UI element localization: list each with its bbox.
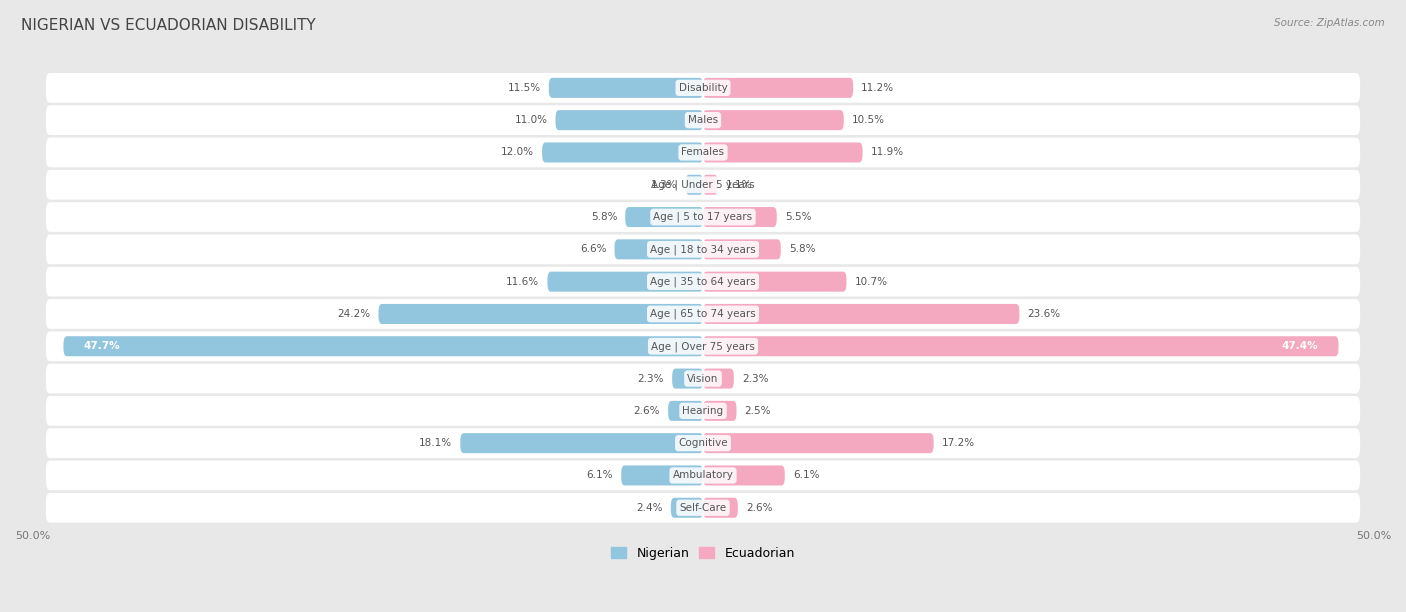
Text: 2.6%: 2.6% <box>747 503 772 513</box>
FancyBboxPatch shape <box>703 304 1019 324</box>
FancyBboxPatch shape <box>555 110 703 130</box>
FancyBboxPatch shape <box>672 368 703 389</box>
Text: 6.6%: 6.6% <box>579 244 606 255</box>
FancyBboxPatch shape <box>703 336 1339 356</box>
FancyBboxPatch shape <box>548 78 703 98</box>
Text: 6.1%: 6.1% <box>793 471 820 480</box>
FancyBboxPatch shape <box>46 234 1360 264</box>
Text: 2.3%: 2.3% <box>637 373 664 384</box>
Text: Age | 65 to 74 years: Age | 65 to 74 years <box>650 308 756 319</box>
Text: Age | 35 to 64 years: Age | 35 to 64 years <box>650 277 756 287</box>
FancyBboxPatch shape <box>686 175 703 195</box>
FancyBboxPatch shape <box>46 299 1360 329</box>
FancyBboxPatch shape <box>63 336 703 356</box>
FancyBboxPatch shape <box>46 396 1360 426</box>
Text: 11.6%: 11.6% <box>506 277 540 286</box>
FancyBboxPatch shape <box>703 110 844 130</box>
Text: Age | 18 to 34 years: Age | 18 to 34 years <box>650 244 756 255</box>
FancyBboxPatch shape <box>621 466 703 485</box>
Text: 11.9%: 11.9% <box>870 147 904 157</box>
FancyBboxPatch shape <box>703 143 862 162</box>
Text: 12.0%: 12.0% <box>501 147 534 157</box>
Text: 11.0%: 11.0% <box>515 115 547 125</box>
FancyBboxPatch shape <box>703 368 734 389</box>
Text: Vision: Vision <box>688 373 718 384</box>
Text: Disability: Disability <box>679 83 727 93</box>
FancyBboxPatch shape <box>378 304 703 324</box>
FancyBboxPatch shape <box>46 493 1360 523</box>
Text: Age | 5 to 17 years: Age | 5 to 17 years <box>654 212 752 222</box>
FancyBboxPatch shape <box>46 73 1360 103</box>
Legend: Nigerian, Ecuadorian: Nigerian, Ecuadorian <box>606 542 800 565</box>
FancyBboxPatch shape <box>703 207 776 227</box>
Text: 2.6%: 2.6% <box>634 406 659 416</box>
Text: 10.5%: 10.5% <box>852 115 884 125</box>
FancyBboxPatch shape <box>46 428 1360 458</box>
Text: 5.8%: 5.8% <box>789 244 815 255</box>
Text: Females: Females <box>682 147 724 157</box>
Text: 24.2%: 24.2% <box>337 309 371 319</box>
Text: Source: ZipAtlas.com: Source: ZipAtlas.com <box>1274 18 1385 28</box>
Text: 1.3%: 1.3% <box>651 180 678 190</box>
FancyBboxPatch shape <box>46 170 1360 200</box>
Text: Hearing: Hearing <box>682 406 724 416</box>
Text: 2.4%: 2.4% <box>637 503 662 513</box>
Text: 5.5%: 5.5% <box>785 212 811 222</box>
FancyBboxPatch shape <box>703 433 934 453</box>
FancyBboxPatch shape <box>703 466 785 485</box>
Text: 11.2%: 11.2% <box>862 83 894 93</box>
FancyBboxPatch shape <box>668 401 703 421</box>
FancyBboxPatch shape <box>46 105 1360 135</box>
FancyBboxPatch shape <box>46 202 1360 232</box>
FancyBboxPatch shape <box>46 461 1360 490</box>
FancyBboxPatch shape <box>703 401 737 421</box>
FancyBboxPatch shape <box>703 498 738 518</box>
Text: 47.7%: 47.7% <box>83 341 120 351</box>
Text: 11.5%: 11.5% <box>508 83 541 93</box>
Text: 17.2%: 17.2% <box>942 438 974 448</box>
FancyBboxPatch shape <box>46 364 1360 394</box>
Text: Self-Care: Self-Care <box>679 503 727 513</box>
Text: Ambulatory: Ambulatory <box>672 471 734 480</box>
FancyBboxPatch shape <box>671 498 703 518</box>
FancyBboxPatch shape <box>703 272 846 292</box>
Text: 47.4%: 47.4% <box>1282 341 1319 351</box>
Text: Cognitive: Cognitive <box>678 438 728 448</box>
FancyBboxPatch shape <box>614 239 703 259</box>
FancyBboxPatch shape <box>460 433 703 453</box>
Text: 1.1%: 1.1% <box>725 180 752 190</box>
Text: NIGERIAN VS ECUADORIAN DISABILITY: NIGERIAN VS ECUADORIAN DISABILITY <box>21 18 316 34</box>
Text: 2.3%: 2.3% <box>742 373 769 384</box>
Text: 5.8%: 5.8% <box>591 212 617 222</box>
FancyBboxPatch shape <box>703 175 717 195</box>
FancyBboxPatch shape <box>626 207 703 227</box>
FancyBboxPatch shape <box>703 78 853 98</box>
Text: 10.7%: 10.7% <box>855 277 887 286</box>
Text: 23.6%: 23.6% <box>1028 309 1060 319</box>
Text: Age | Over 75 years: Age | Over 75 years <box>651 341 755 351</box>
Text: 18.1%: 18.1% <box>419 438 453 448</box>
Text: 6.1%: 6.1% <box>586 471 613 480</box>
Text: Males: Males <box>688 115 718 125</box>
FancyBboxPatch shape <box>703 239 780 259</box>
FancyBboxPatch shape <box>46 267 1360 296</box>
FancyBboxPatch shape <box>543 143 703 162</box>
FancyBboxPatch shape <box>46 138 1360 167</box>
Text: Age | Under 5 years: Age | Under 5 years <box>651 179 755 190</box>
FancyBboxPatch shape <box>46 331 1360 361</box>
FancyBboxPatch shape <box>547 272 703 292</box>
Text: 2.5%: 2.5% <box>745 406 770 416</box>
